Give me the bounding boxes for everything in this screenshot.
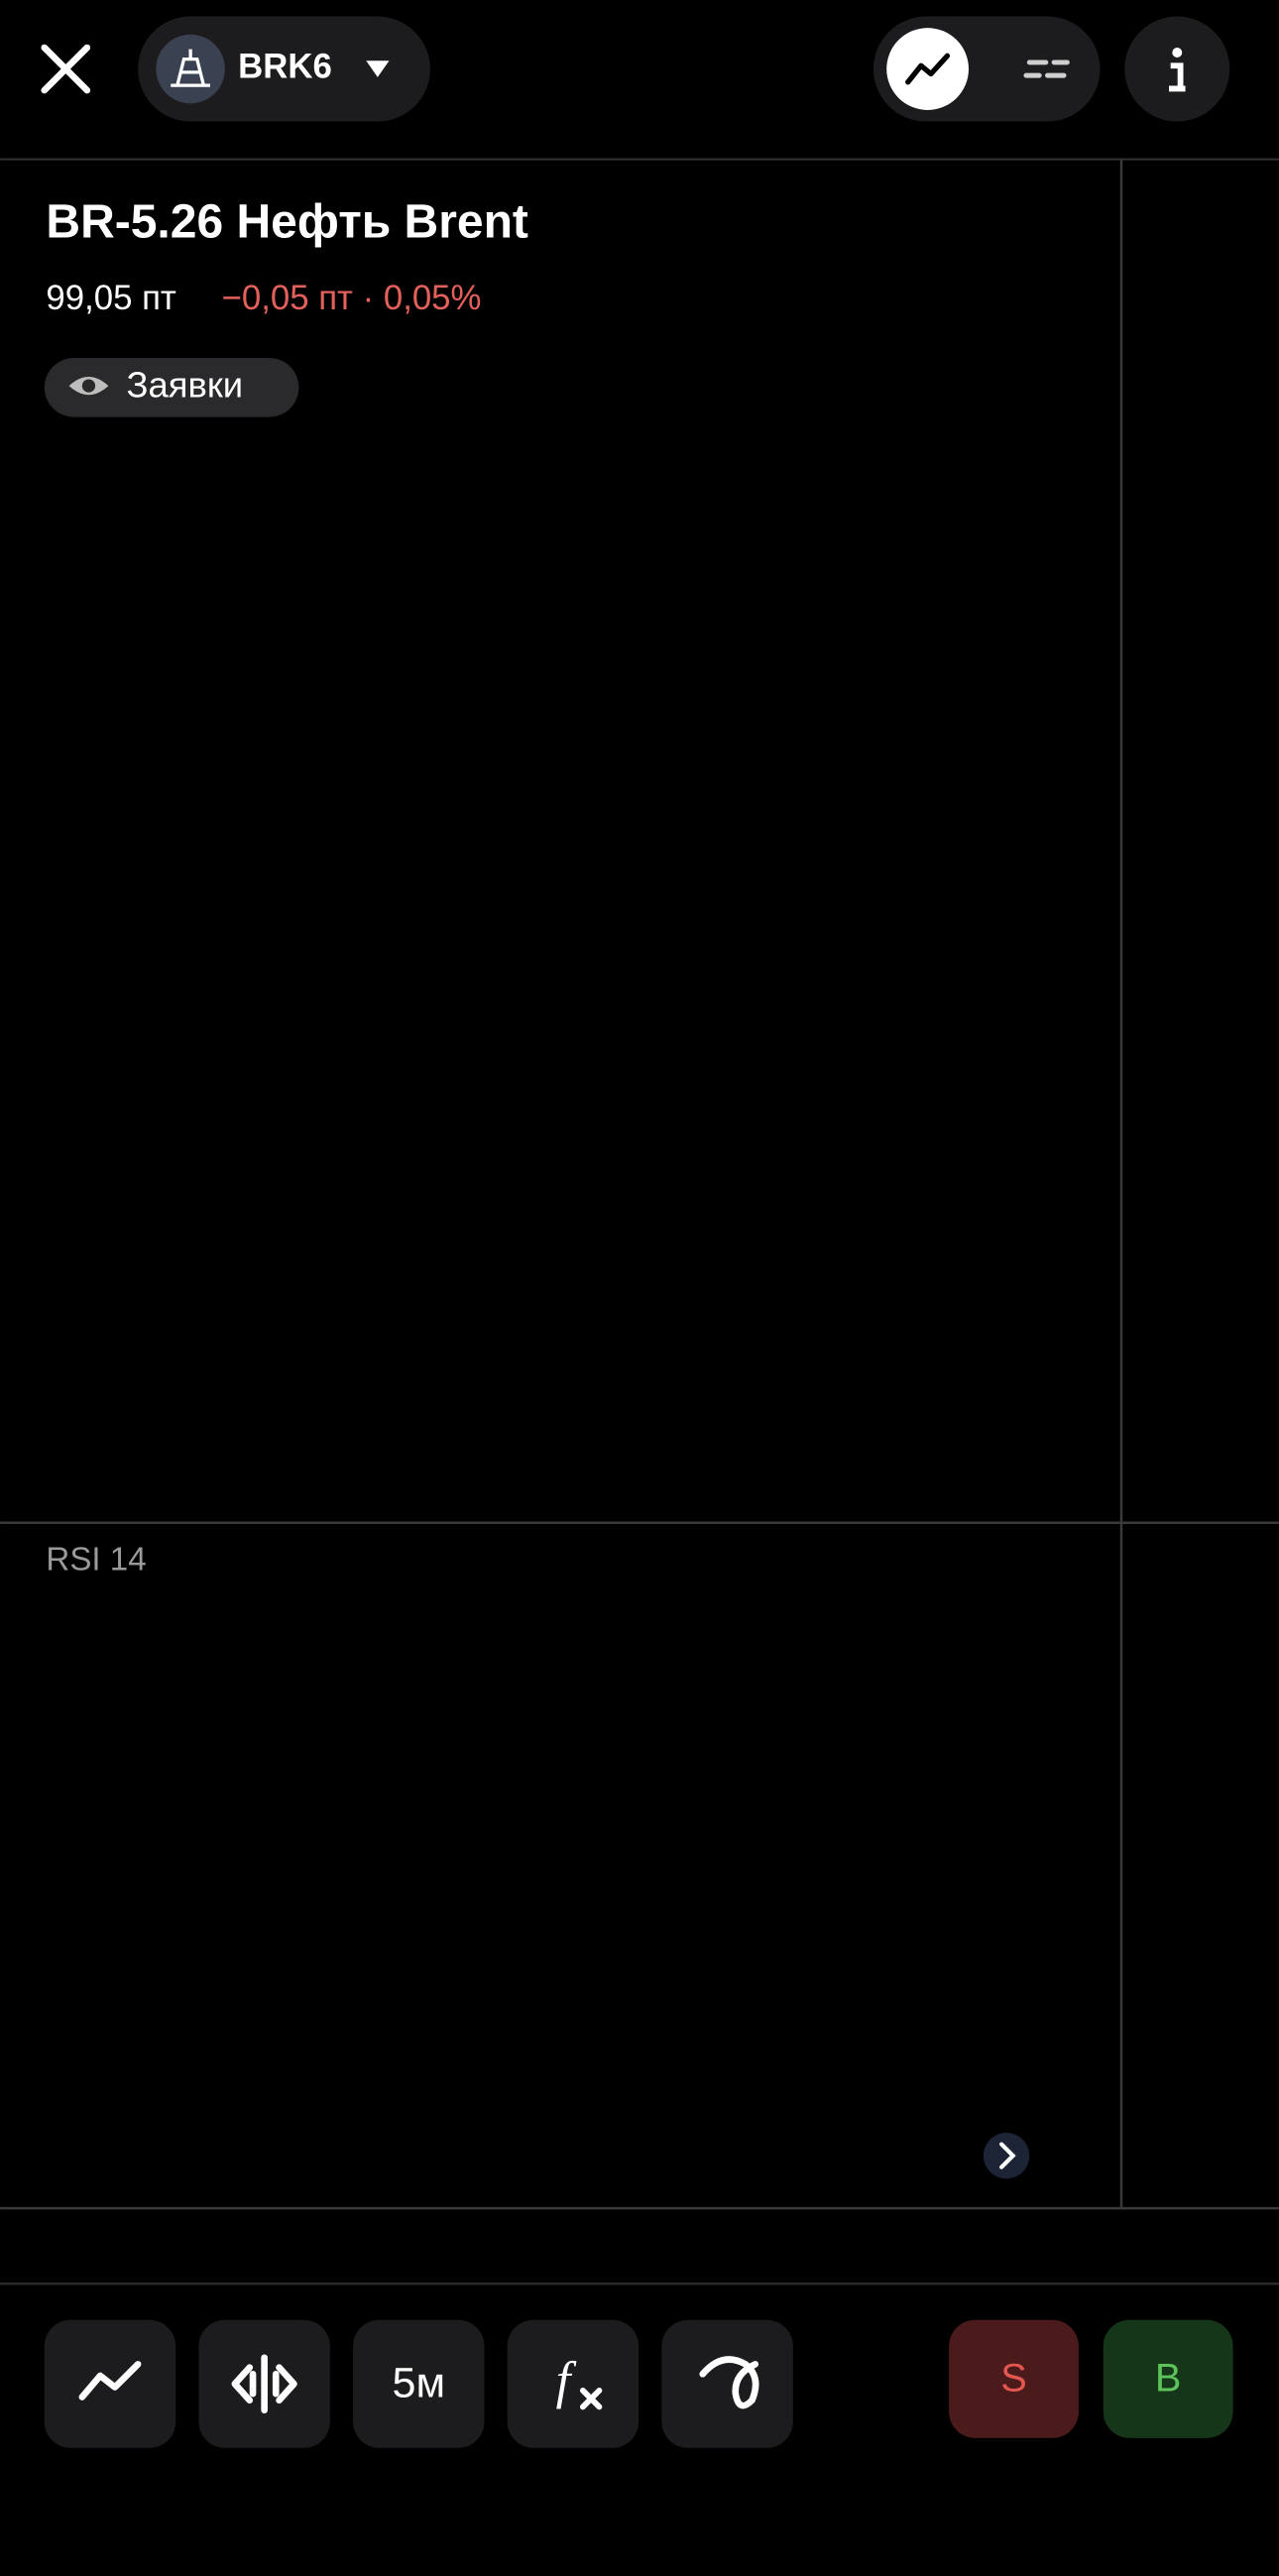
close-button[interactable]	[41, 44, 91, 94]
ticker: BRK6	[238, 49, 332, 86]
chart-mode-toggle[interactable]	[872, 16, 1101, 122]
last-price: 99,05 пт	[46, 280, 175, 317]
info-button[interactable]	[1124, 16, 1230, 122]
orders-button[interactable]: Заявки	[44, 357, 299, 417]
indicators-button[interactable]: f	[507, 2319, 640, 2448]
compare-button[interactable]	[198, 2319, 330, 2448]
drawing-button[interactable]	[661, 2319, 793, 2448]
orders-label: Заявки	[127, 364, 244, 405]
buy-label: B	[1155, 2356, 1182, 2400]
rsi-title: RSI 14	[46, 1541, 146, 1578]
chart-type-button[interactable]	[44, 2319, 176, 2448]
ticker-selector[interactable]: BRK6	[138, 16, 430, 122]
interval-button[interactable]: 5м	[353, 2319, 485, 2448]
sell-label: S	[1000, 2356, 1027, 2400]
price-change: −0,05 пт · 0,05%	[222, 280, 482, 317]
sell-button[interactable]: S	[949, 2319, 1079, 2438]
instrument-title: BR-5.26 Нефть Brent	[46, 196, 528, 249]
buy-button[interactable]: B	[1103, 2319, 1233, 2438]
interval-label: 5м	[393, 2359, 446, 2406]
scroll-right-button[interactable]	[983, 2132, 1030, 2179]
